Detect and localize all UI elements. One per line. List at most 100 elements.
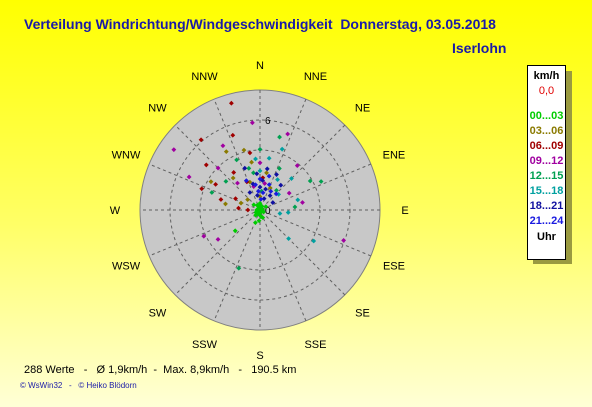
wind-sample-point: [257, 212, 263, 218]
wind-sample-point: [249, 120, 255, 126]
wind-sample-point: [208, 179, 214, 185]
wind-sample-point: [263, 204, 269, 210]
wind-sample-point: [213, 181, 219, 187]
direction-label: WNW: [112, 150, 141, 162]
wind-sample-point: [258, 196, 264, 202]
wind-sample-point: [278, 182, 284, 188]
legend-bin: 09...12: [529, 155, 564, 167]
wind-sample-point: [252, 220, 258, 226]
wind-sample-point: [198, 137, 204, 143]
station-location: Iserlohn: [452, 40, 507, 56]
direction-label: NW: [148, 102, 167, 114]
wind-sample-point: [266, 173, 272, 179]
legend-bin: 00...03: [529, 110, 564, 122]
wind-sample-point: [263, 186, 268, 192]
direction-label: ESE: [383, 260, 405, 272]
calm-cluster: [256, 206, 264, 214]
wind-sample-point: [234, 157, 240, 163]
wind-sample-point: [307, 178, 313, 184]
ring-labels: 06: [265, 116, 271, 217]
wind-sample-point: [238, 200, 244, 206]
wind-sample-point: [273, 191, 279, 197]
wind-sample-point: [285, 210, 291, 215]
wind-sample-point: [270, 200, 276, 205]
wind-sample-point: [215, 165, 221, 171]
direction-label: ENE: [383, 150, 406, 162]
wind-sample-point: [247, 190, 253, 195]
wind-sample-point: [266, 155, 272, 161]
wind-sample-point: [220, 143, 226, 149]
wind-sample-point: [232, 228, 238, 234]
direction-label: SSE: [304, 339, 326, 351]
wind-sample-point: [245, 197, 251, 202]
wind-sample-point: [267, 193, 273, 199]
wind-sample-point: [241, 147, 247, 153]
wind-sample-point: [289, 176, 294, 181]
wind-sample-point: [300, 200, 305, 205]
wind-sample-point: [186, 174, 192, 180]
wind-sample-point: [247, 150, 253, 156]
direction-label: SE: [355, 308, 370, 320]
credits: © WsWin32 - © Heiko Blödorn: [20, 381, 137, 390]
wind-sample-point: [258, 214, 264, 220]
wind-sample-point: [275, 177, 280, 183]
ring-label-0: 0: [265, 206, 271, 217]
wind-sample-point: [276, 166, 282, 171]
wind-sample-point: [201, 233, 207, 239]
wind-sample-point: [260, 215, 266, 221]
wind-sample-point: [235, 180, 240, 186]
summary-stats: 288 Werte - Ø 1,9km/h - Max. 8,9km/h - 1…: [24, 364, 297, 376]
wind-sample-point: [233, 196, 238, 202]
legend-bin: 06...09: [529, 140, 564, 152]
wind-sample-point: [242, 165, 248, 171]
wind-sample-point: [268, 188, 274, 194]
wind-sample-point: [257, 160, 263, 166]
wind-sample-point: [259, 188, 265, 194]
wind-sample-point: [231, 170, 237, 175]
wind-sample-point: [251, 202, 257, 208]
direction-label: E: [401, 205, 408, 217]
wind-sample-point: [247, 179, 253, 185]
wind-sample-point: [254, 171, 260, 177]
speed-legend: km/h 0,0 00...03 03...06 06...09 09...12 12.…: [527, 65, 566, 260]
wind-sample-point: [260, 190, 266, 196]
direction-label: NE: [355, 102, 370, 114]
wind-sample-point: [286, 236, 292, 242]
wind-sample-point: [245, 207, 251, 213]
direction-label: N: [256, 60, 264, 72]
wind-sample-point: [262, 181, 268, 186]
wind-sample-point: [255, 192, 260, 198]
wind-sample-point: [264, 166, 270, 172]
wind-sample-point: [274, 172, 279, 177]
wind-sample-point: [209, 190, 215, 195]
direction-label: SW: [149, 308, 167, 320]
wind-sample-point: [215, 236, 221, 242]
wind-sample-point: [249, 159, 254, 165]
legend-bins: 00...03 03...06 06...09 09...12 12...15 15...…: [528, 109, 565, 229]
wind-sample-point: [203, 162, 209, 168]
wind-sample-point: [253, 182, 258, 188]
wind-sample-point: [257, 168, 263, 174]
wind-sample-point: [228, 100, 234, 106]
wind-sample-point: [256, 218, 262, 224]
legend-hours-label: Uhr: [537, 231, 556, 243]
wind-sample-point: [199, 186, 205, 192]
direction-labels: N NNE NE ENE E ESE SE SSE S SSW SW WSW W WNW NW NNW: [110, 60, 409, 362]
wind-sample-point: [230, 132, 236, 138]
wind-sample-point: [295, 197, 301, 203]
legend-unit: km/h: [533, 70, 560, 82]
wind-sample-point: [277, 211, 283, 216]
wind-sample-point: [236, 205, 241, 211]
wind-sample-point: [257, 200, 263, 206]
wind-sample-point: [341, 238, 347, 243]
wind-sample-point: [230, 175, 236, 181]
direction-label: NNE: [304, 71, 327, 83]
wind-sample-point: [261, 196, 267, 201]
chart-title: Verteilung Windrichtung/Windgeschwindigk…: [24, 16, 496, 32]
wind-sample-point: [253, 156, 258, 162]
wind-sample-point: [243, 178, 249, 184]
legend-current-value: 0,0: [538, 85, 555, 97]
wind-sample-point: [253, 212, 259, 218]
